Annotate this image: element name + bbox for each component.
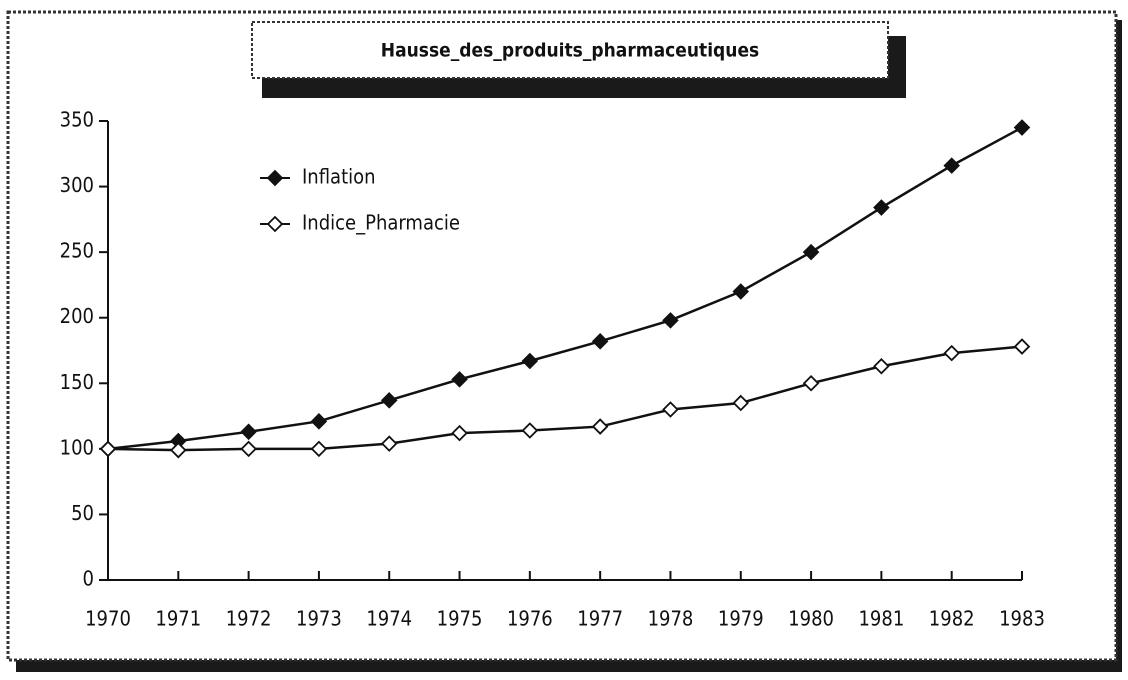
- x-tick-label: 1981: [858, 607, 904, 631]
- series-marker: [310, 413, 328, 430]
- chart-title: Hausse_des_produits_pharmaceutiques: [381, 40, 759, 62]
- x-tick-label: 1970: [85, 607, 131, 631]
- series-marker: [451, 371, 468, 388]
- series-marker: [802, 243, 820, 261]
- y-tick-label: 0: [83, 567, 94, 591]
- series-marker: [99, 440, 117, 458]
- series-marker: [591, 418, 609, 435]
- x-tick-label: 1983: [999, 607, 1045, 631]
- series-marker: [451, 424, 468, 442]
- legend-label: Indice_Pharmacie: [302, 211, 460, 235]
- x-tick-label: 1972: [226, 607, 272, 631]
- y-tick-label: 200: [60, 304, 94, 328]
- y-tick-label: 300: [60, 173, 94, 197]
- y-tick-label: 250: [60, 239, 94, 263]
- series-line: [107, 345, 1023, 452]
- x-tick-label: 1980: [788, 607, 834, 631]
- x-tick-label: 1971: [155, 607, 201, 631]
- series-marker: [380, 435, 398, 452]
- series-marker: [1013, 119, 1031, 136]
- series-marker: [521, 422, 539, 439]
- series-marker: [240, 440, 257, 458]
- legend-marker: [266, 169, 284, 187]
- legend-label: Inflation: [302, 165, 376, 189]
- x-tick-label: 1976: [507, 607, 553, 631]
- series-marker: [170, 441, 187, 459]
- x-tick-label: 1977: [577, 607, 623, 631]
- series-marker: [380, 392, 398, 409]
- series-marker: [732, 394, 750, 412]
- series-marker: [1013, 338, 1031, 355]
- y-tick-label: 100: [60, 435, 94, 459]
- title-box: [251, 21, 889, 79]
- legend-marker: [266, 215, 284, 233]
- series-line: [107, 126, 1023, 451]
- x-tick-label: 1978: [648, 607, 694, 631]
- x-tick-label: 1974: [366, 607, 412, 631]
- x-tick-label: 1973: [296, 607, 342, 631]
- x-tick-label: 1975: [437, 607, 483, 631]
- series-marker: [732, 283, 750, 300]
- series-marker: [662, 401, 679, 418]
- x-tick-label: 1982: [929, 607, 975, 631]
- series-marker: [873, 199, 890, 216]
- series-marker: [521, 352, 539, 370]
- y-tick-label: 50: [71, 501, 94, 525]
- series-marker: [943, 157, 960, 174]
- series-marker: [873, 357, 890, 375]
- series-marker: [662, 312, 679, 329]
- series-marker: [240, 423, 257, 441]
- series-marker: [591, 333, 609, 350]
- series-marker: [943, 344, 960, 362]
- series-marker: [802, 375, 820, 392]
- series-marker: [310, 440, 328, 458]
- y-tick-label: 350: [60, 108, 94, 132]
- frame: [6, 10, 1118, 662]
- x-tick-label: 1979: [718, 607, 764, 631]
- y-tick-label: 150: [60, 370, 94, 394]
